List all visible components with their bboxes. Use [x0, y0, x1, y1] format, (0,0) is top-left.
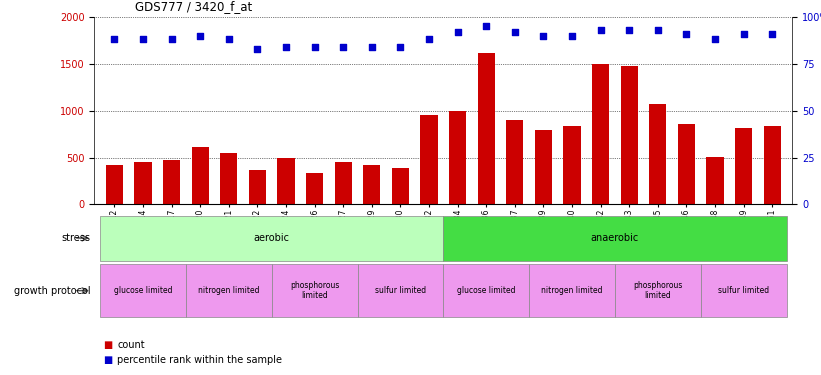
Point — [222, 36, 236, 42]
Point — [594, 27, 608, 33]
Text: glucose limited: glucose limited — [114, 286, 172, 295]
Bar — [277, 158, 295, 204]
Point — [423, 36, 436, 42]
Text: phosphorous
limited: phosphorous limited — [633, 281, 682, 300]
Text: anaerobic: anaerobic — [591, 233, 639, 243]
Point — [680, 31, 693, 37]
Bar — [163, 160, 181, 204]
Bar — [649, 104, 667, 204]
Text: nitrogen limited: nitrogen limited — [198, 286, 259, 295]
Text: percentile rank within the sample: percentile rank within the sample — [117, 355, 282, 365]
Bar — [478, 53, 495, 204]
Point — [108, 36, 121, 42]
Bar — [534, 130, 552, 204]
Bar — [530, 264, 615, 317]
Point — [709, 36, 722, 42]
Bar — [443, 264, 530, 317]
Bar — [363, 165, 380, 204]
Text: nitrogen limited: nitrogen limited — [541, 286, 603, 295]
Point — [394, 44, 407, 50]
Bar — [701, 264, 787, 317]
Point — [566, 33, 579, 39]
Point — [279, 44, 292, 50]
Bar — [449, 111, 466, 204]
Bar — [191, 147, 209, 204]
Text: count: count — [117, 340, 145, 350]
Text: GDS777 / 3420_f_at: GDS777 / 3420_f_at — [135, 0, 253, 13]
Bar — [272, 264, 357, 317]
Point — [737, 31, 750, 37]
Text: glucose limited: glucose limited — [457, 286, 516, 295]
Point — [537, 33, 550, 39]
Bar — [100, 216, 443, 261]
Text: aerobic: aerobic — [254, 233, 290, 243]
Point — [451, 29, 464, 35]
Bar — [220, 153, 237, 204]
Bar — [507, 120, 524, 204]
Text: stress: stress — [62, 233, 90, 243]
Bar — [563, 126, 580, 204]
Bar — [621, 66, 638, 204]
Text: sulfur limited: sulfur limited — [375, 286, 426, 295]
Point — [337, 44, 350, 50]
Bar — [764, 126, 781, 204]
Bar — [357, 264, 443, 317]
Bar — [106, 165, 123, 204]
Bar — [135, 162, 152, 204]
Bar — [592, 64, 609, 204]
Bar — [615, 264, 701, 317]
Point — [651, 27, 664, 33]
Bar — [100, 264, 186, 317]
Point — [622, 27, 635, 33]
Bar — [392, 168, 409, 204]
Bar — [186, 264, 272, 317]
Point — [479, 23, 493, 29]
Bar — [706, 157, 723, 204]
Point — [136, 36, 149, 42]
Text: ■: ■ — [103, 355, 112, 365]
Point — [365, 44, 378, 50]
Point — [766, 31, 779, 37]
Bar — [420, 116, 438, 204]
Bar — [678, 124, 695, 204]
Bar — [335, 162, 352, 204]
Text: growth protocol: growth protocol — [14, 286, 90, 296]
Point — [508, 29, 521, 35]
Text: phosphorous
limited: phosphorous limited — [290, 281, 339, 300]
Bar — [443, 216, 787, 261]
Point — [194, 33, 207, 39]
Text: ■: ■ — [103, 340, 112, 350]
Bar — [306, 174, 323, 204]
Point — [308, 44, 321, 50]
Point — [165, 36, 178, 42]
Text: sulfur limited: sulfur limited — [718, 286, 769, 295]
Bar — [735, 128, 752, 204]
Bar — [249, 170, 266, 204]
Point — [251, 46, 264, 52]
